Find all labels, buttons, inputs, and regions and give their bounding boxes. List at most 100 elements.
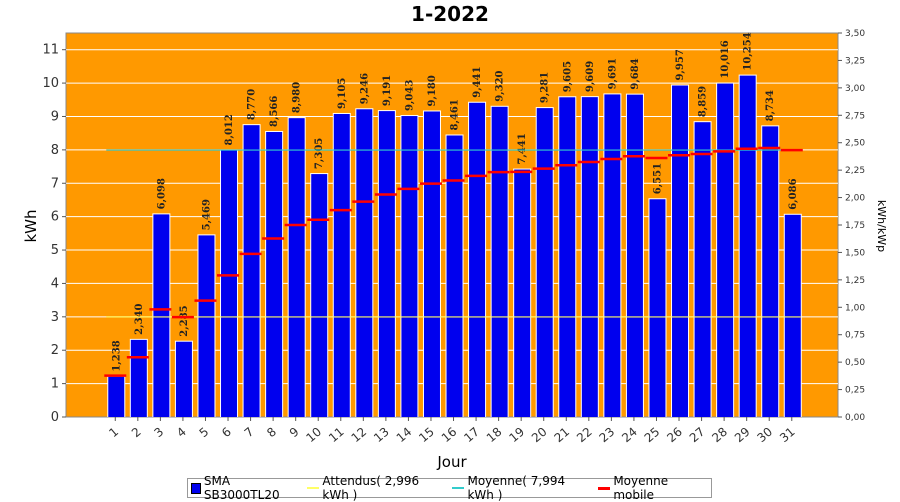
legend-item-average: Moyenne( 7,994 kWh ): [452, 474, 588, 502]
x-tick-label: 18: [484, 425, 505, 446]
x-tick-label: 9: [287, 425, 302, 441]
reference-lines: [106, 149, 801, 318]
bar-series: [107, 74, 802, 418]
x-tick-label: 22: [574, 425, 595, 446]
y2-tick-label: 0,00: [845, 413, 865, 423]
bar: [266, 131, 283, 417]
moving-average-series: [104, 146, 803, 377]
legend-label-average: Moyenne( 7,994 kWh ): [467, 474, 566, 502]
bar: [423, 111, 440, 417]
bar: [469, 102, 486, 418]
y2-tick-label: 1,25: [845, 276, 865, 286]
legend-label-production: SMA SB3000TL20: [203, 474, 280, 502]
x-tick-label: 20: [529, 425, 550, 446]
y-tick-label: 9: [51, 109, 59, 124]
y-axis-left: 0 1 2 3 4 5 6 7 8 9 10 11: [42, 43, 66, 425]
x-tick-label: 26: [664, 425, 685, 446]
y2-tick-label: 0,75: [845, 331, 865, 341]
bar-value-label: 2,340: [134, 304, 145, 335]
y2-tick-label: 0,25: [845, 386, 865, 396]
bar-value-label: 9,691: [607, 58, 618, 89]
y-tick-label: 11: [42, 43, 59, 58]
y-tick-label: 1: [51, 377, 59, 392]
bar-value-label: 8,734: [765, 90, 776, 121]
bar-value-label: 1,238: [111, 340, 122, 371]
x-tick-label: 24: [619, 425, 640, 446]
x-tick-label: 8: [264, 425, 279, 441]
bar-value-label: 9,191: [382, 75, 393, 106]
x-tick-label: 13: [371, 425, 392, 446]
y-tick-label: 2: [51, 343, 59, 358]
bar-value-label: 8,770: [247, 89, 258, 120]
x-axis-label: Jour: [436, 453, 467, 471]
bar: [401, 116, 418, 418]
bar-value-label: 9,441: [472, 66, 483, 97]
legend-item-production: SMA SB3000TL20: [191, 474, 297, 502]
y2-tick-label: 3,25: [845, 56, 865, 66]
x-tick-label: 25: [642, 425, 663, 446]
x-tick-label: 11: [326, 425, 347, 446]
x-tick-label: 7: [242, 425, 257, 441]
y-tick-label: 0: [51, 410, 59, 425]
bar-value-label: 9,605: [562, 61, 573, 92]
bar: [559, 97, 576, 417]
legend: SMA SB3000TL20 Attendus( 2,996 kWh ) Moy…: [187, 474, 712, 502]
y-axis-label: kWh: [22, 209, 40, 242]
legend-swatch-production: [191, 482, 201, 494]
x-tick-label: 10: [303, 425, 324, 446]
bar-value-label: 8,566: [269, 96, 280, 127]
y2-tick-label: 2,75: [845, 111, 865, 121]
x-tick-label: 5: [197, 425, 212, 441]
x-tick-label: 23: [597, 425, 618, 446]
bar: [221, 150, 238, 417]
chart-title: 1-2022: [411, 2, 489, 26]
bar: [175, 341, 192, 417]
bar-value-label: 7,305: [314, 138, 325, 169]
y2-tick-label: 1,50: [845, 248, 865, 258]
bar-value-label: 10,016: [720, 40, 731, 78]
y-tick-label: 4: [51, 276, 59, 291]
bar-value-label: 10,254: [743, 32, 754, 70]
y2-tick-label: 3,50: [845, 29, 865, 39]
x-tick-label: 27: [687, 425, 708, 446]
bar-value-label: 9,684: [630, 58, 641, 89]
x-tick-label: 4: [174, 425, 189, 441]
x-tick-label: 15: [416, 425, 437, 446]
bar-value-label: 6,098: [156, 178, 167, 209]
y-tick-label: 3: [51, 310, 59, 325]
y-tick-label: 8: [51, 143, 59, 158]
x-tick-label: 14: [394, 425, 415, 446]
bar: [311, 174, 328, 417]
legend-item-moving-average: Moyenne mobile: [597, 474, 701, 502]
bar-value-label: 9,320: [495, 70, 506, 101]
y2-tick-label: 0,50: [845, 358, 865, 368]
bar-value-labels: 1,238 2,340 6,098 2,285 5,469 8,012 8,770 8,566…: [111, 32, 799, 371]
bar: [762, 126, 779, 417]
bar: [153, 214, 170, 417]
y-tick-label: 10: [42, 76, 59, 91]
bar: [198, 235, 215, 417]
y2-tick-label: 2,25: [845, 166, 865, 176]
x-tick-label: 2: [129, 425, 144, 441]
bar: [288, 118, 305, 417]
x-tick-label: 1: [106, 425, 121, 441]
x-axis: 1 2 3 4 5 6 7 8 9 10 11 12 13 14 15 16 17 18 19 20 21 22 23 24 2…: [106, 417, 798, 446]
bar-value-label: 8,461: [450, 99, 461, 130]
bar-value-label: 2,285: [179, 305, 190, 336]
bar: [536, 108, 553, 417]
legend-swatch-moving-average: [597, 486, 611, 490]
bar-value-label: 9,957: [675, 49, 686, 80]
x-tick-label: 6: [219, 425, 234, 441]
x-tick-label: 3: [151, 425, 166, 441]
bar: [649, 199, 666, 417]
bar: [514, 169, 531, 417]
x-tick-label: 17: [461, 425, 482, 446]
y2-axis-label: kWh/kWp: [875, 200, 888, 252]
bar: [130, 339, 147, 417]
bar: [108, 376, 125, 417]
y2-tick-label: 2,00: [845, 194, 865, 204]
bar: [604, 94, 621, 417]
x-tick-label: 31: [777, 425, 798, 446]
bar: [739, 75, 756, 418]
